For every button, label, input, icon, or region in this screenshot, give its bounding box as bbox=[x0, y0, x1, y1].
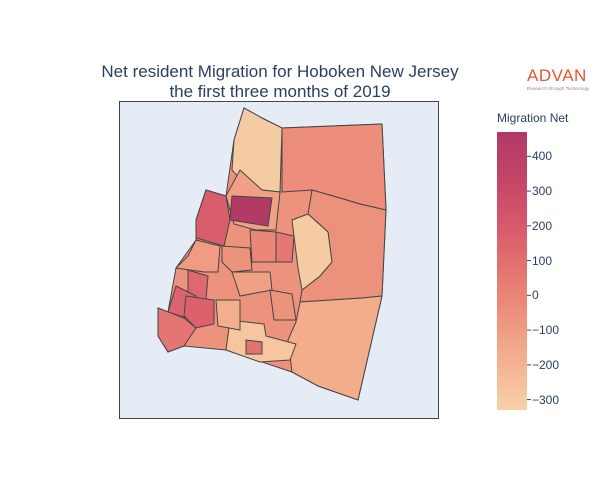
colorbar-tick-label: −100 bbox=[532, 323, 560, 338]
advan-logo: ADVAN Research through Technology bbox=[527, 66, 597, 91]
chart-title-line2: the first three months of 2019 bbox=[169, 82, 391, 101]
region-center-c[interactable] bbox=[275, 231, 295, 263]
region-waterfront-strip[interactable] bbox=[291, 213, 333, 291]
region-southwest-a[interactable] bbox=[183, 295, 215, 329]
colorbar-tick-label: 300 bbox=[532, 184, 553, 199]
colorbar-tick-label: 100 bbox=[532, 253, 553, 268]
region-peak-block[interactable] bbox=[229, 195, 273, 227]
region-south-a[interactable] bbox=[215, 299, 241, 331]
logo-tagline: Research through Technology bbox=[527, 86, 590, 91]
region-south-center-b[interactable] bbox=[245, 339, 263, 355]
colorbar-title: Migration Net bbox=[497, 111, 569, 125]
region-southeast[interactable] bbox=[287, 295, 383, 401]
colorbar-tick-label: −200 bbox=[532, 357, 560, 372]
colorbar-tick-label: −300 bbox=[532, 392, 560, 407]
logo-text: ADVAN bbox=[527, 66, 587, 85]
region-southwest-b[interactable] bbox=[157, 307, 197, 353]
region-center-b[interactable] bbox=[249, 229, 277, 263]
region-west-a[interactable] bbox=[174, 239, 221, 273]
colorbar-tick-label: 200 bbox=[532, 218, 553, 233]
colorbar-gradient bbox=[497, 132, 527, 410]
colorbar-tick-label: 400 bbox=[532, 149, 553, 164]
region-south-b[interactable] bbox=[269, 289, 297, 321]
region-center-a[interactable] bbox=[221, 245, 253, 273]
chart-title-line1: Net resident Migration for Hoboken New J… bbox=[101, 62, 459, 81]
colorbar-tick-label: 0 bbox=[532, 288, 539, 303]
region-south-center-a[interactable] bbox=[225, 319, 297, 363]
region-northwest-block[interactable] bbox=[195, 189, 231, 247]
